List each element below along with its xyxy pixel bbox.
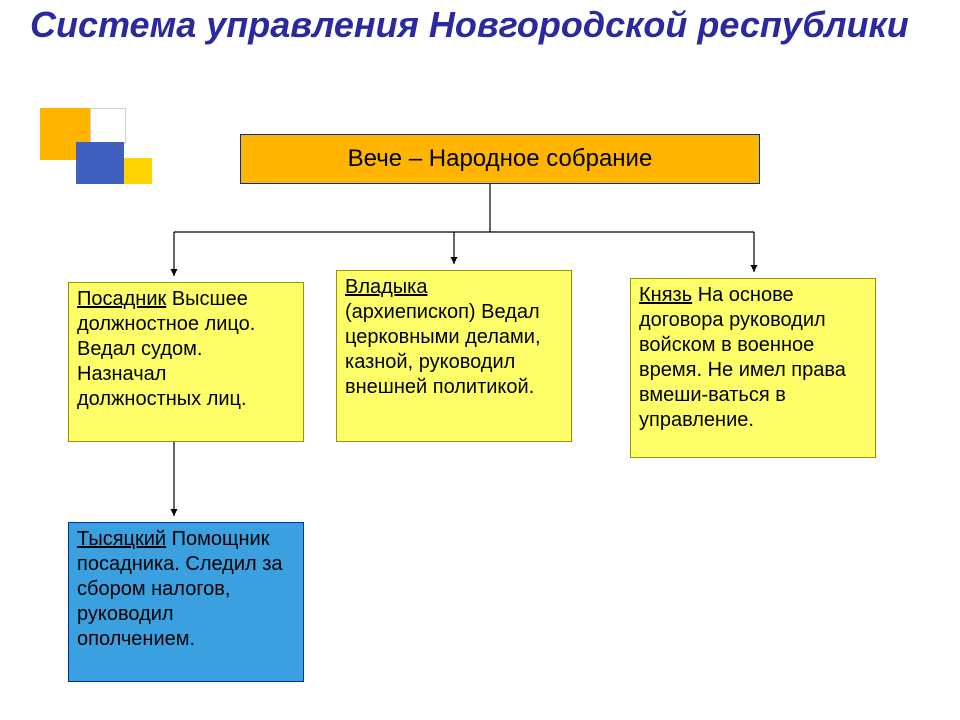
veche-box: Вече – Народное собрание xyxy=(240,134,760,184)
posadnik-label: Посадник xyxy=(77,288,166,310)
decor-yellow xyxy=(124,158,152,184)
vladyka-body: (архиепископ) Ведал церковными делами, к… xyxy=(345,301,541,398)
knyaz-box: Князь На основе договора руководил войск… xyxy=(630,278,876,458)
tysyatsky-label: Тысяцкий xyxy=(77,528,166,550)
tysyatsky-box: Тысяцкий Помощник посадника. Следил за с… xyxy=(68,522,304,682)
veche-text: Вече – Народное собрание xyxy=(249,139,751,179)
page-title: Система управления Новгородской республи… xyxy=(30,4,930,45)
decor-blue xyxy=(76,142,124,184)
knyaz-label: Князь xyxy=(639,284,692,306)
vladyka-label: Владыка xyxy=(345,276,428,298)
knyaz-body: На основе договора руководил войском в в… xyxy=(639,284,846,431)
vladyka-box: Владыка (архиепископ) Ведал церковными д… xyxy=(336,270,572,442)
decor-white xyxy=(90,108,126,144)
posadnik-box: Посадник Высшее должностное лицо. Ведал … xyxy=(68,282,304,442)
